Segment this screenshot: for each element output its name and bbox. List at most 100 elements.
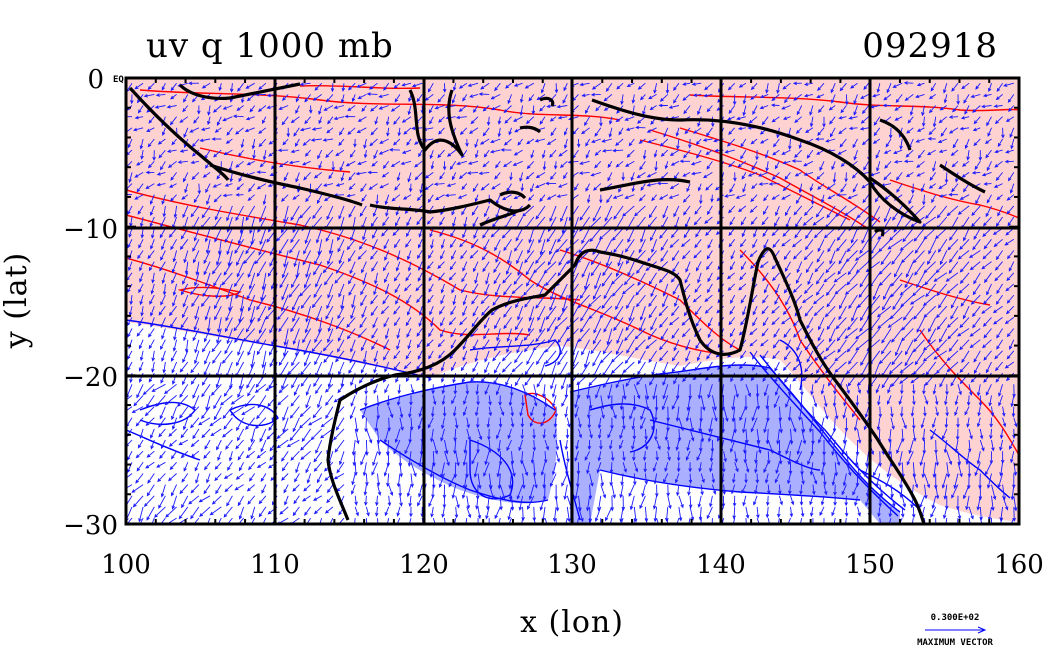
wind-vector-arrow — [619, 428, 624, 440]
wind-vector-arrow — [993, 317, 1003, 325]
wind-vector-arrow — [290, 149, 300, 154]
wind-vector-arrow — [235, 205, 244, 222]
wind-vector-arrow — [223, 506, 233, 518]
wind-vector-arrow — [293, 495, 300, 505]
wind-vector-arrow — [136, 160, 144, 166]
wind-vector-arrow — [544, 339, 557, 353]
wind-vector-arrow — [886, 462, 892, 478]
wind-vector-arrow — [574, 451, 579, 462]
wind-vector-arrow — [403, 127, 412, 135]
wind-vector-arrow — [668, 105, 680, 109]
wind-vector-arrow — [944, 395, 948, 406]
wind-vector-arrow — [982, 317, 992, 327]
wind-vector-arrow — [772, 239, 780, 249]
wind-vector-arrow — [694, 239, 702, 249]
wind-vector-arrow — [590, 339, 602, 355]
wind-vector-arrow — [727, 283, 736, 292]
wind-vector-arrow — [1012, 384, 1016, 398]
wind-vector-arrow — [203, 462, 211, 471]
wind-vector-arrow — [170, 94, 177, 100]
wind-vector-arrow — [577, 294, 590, 309]
wind-vector-arrow — [465, 384, 470, 396]
wind-vector-arrow — [256, 339, 267, 356]
wind-vector-arrow — [684, 272, 691, 284]
wind-vector-arrow — [891, 328, 903, 343]
wind-vector-arrow — [706, 161, 713, 170]
wind-vector-arrow — [171, 495, 178, 510]
wind-vector-arrow — [281, 450, 289, 462]
wind-vector-arrow — [466, 506, 472, 519]
wind-vector-arrow — [315, 484, 323, 493]
wind-vector-arrow — [877, 395, 881, 406]
wind-vector-arrow — [706, 205, 713, 216]
wind-vector-arrow — [911, 183, 915, 195]
wind-vector-arrow — [289, 428, 300, 442]
wind-vector-arrow — [391, 194, 401, 202]
wind-vector-arrow — [555, 439, 560, 451]
wind-vector-arrow — [801, 473, 805, 485]
wind-vector-arrow — [904, 272, 914, 289]
wind-vector-arrow — [232, 114, 244, 119]
wind-vector-arrow — [250, 506, 256, 520]
wind-vector-arrow — [742, 183, 747, 193]
wind-vector-arrow — [817, 82, 825, 92]
wind-vector-arrow — [759, 261, 769, 269]
wind-vector-arrow — [916, 317, 925, 333]
wind-vector-arrow — [460, 250, 468, 260]
wind-vector-arrow — [299, 205, 311, 219]
wind-vector-arrow — [466, 417, 470, 429]
wind-vector-arrow — [250, 428, 256, 443]
wind-vector-arrow — [823, 272, 836, 283]
wind-vector-arrow — [295, 172, 300, 183]
wind-vector-arrow — [734, 384, 739, 399]
wind-vector-arrow — [927, 136, 936, 141]
wind-vector-arrow — [179, 484, 189, 495]
wind-vector-arrow — [394, 428, 401, 444]
wind-vector-arrow — [809, 105, 814, 116]
wind-vector-arrow — [787, 451, 791, 466]
wind-vector-arrow — [667, 451, 671, 462]
wind-vector-arrow — [1006, 272, 1015, 282]
wind-vector-arrow — [593, 183, 602, 191]
wind-vector-arrow — [249, 216, 256, 235]
wind-vector-arrow — [216, 328, 222, 344]
wind-vector-arrow — [149, 205, 155, 217]
wind-vector-arrow — [226, 205, 233, 222]
wind-vector-arrow — [127, 283, 133, 293]
wind-vector-arrow — [932, 462, 937, 479]
wind-vector-arrow — [169, 116, 177, 126]
wind-vector-arrow — [180, 450, 189, 459]
wind-vector-arrow — [765, 83, 769, 94]
wind-vector-arrow — [559, 160, 568, 168]
wind-vector-arrow — [924, 395, 929, 405]
wind-vector-arrow — [587, 417, 592, 429]
wind-vector-arrow — [237, 82, 244, 92]
wind-vector-arrow — [249, 473, 256, 482]
wind-vector-arrow — [259, 228, 267, 246]
wind-vector-arrow — [676, 462, 681, 473]
wind-vector-arrow — [555, 518, 557, 524]
wind-vector-arrow — [364, 395, 368, 408]
wind-vector-arrow — [852, 138, 858, 149]
wind-vector-arrow — [293, 384, 300, 396]
wind-vector-arrow — [581, 93, 590, 98]
wind-vector-arrow — [385, 439, 390, 456]
wind-vector-arrow — [639, 161, 646, 171]
wind-vector-arrow — [663, 473, 669, 484]
wind-vector-arrow — [815, 137, 825, 141]
wind-vector-arrow — [783, 350, 791, 361]
wind-vector-arrow — [530, 183, 535, 193]
wind-vector-arrow — [579, 160, 590, 165]
wind-vector-arrow — [128, 228, 133, 238]
wind-vector-arrow — [652, 384, 658, 400]
wind-vector-arrow — [459, 317, 468, 326]
wind-vector-arrow — [553, 161, 558, 170]
wind-vector-arrow — [979, 506, 983, 521]
wind-vector-arrow — [326, 94, 334, 103]
wind-vector-arrow — [549, 149, 557, 158]
wind-vector-arrow — [959, 261, 970, 273]
wind-vector-arrow — [653, 473, 658, 485]
wind-vector-arrow — [536, 350, 546, 365]
wind-vector-arrow — [804, 305, 814, 317]
wind-vector-arrow — [347, 127, 356, 135]
